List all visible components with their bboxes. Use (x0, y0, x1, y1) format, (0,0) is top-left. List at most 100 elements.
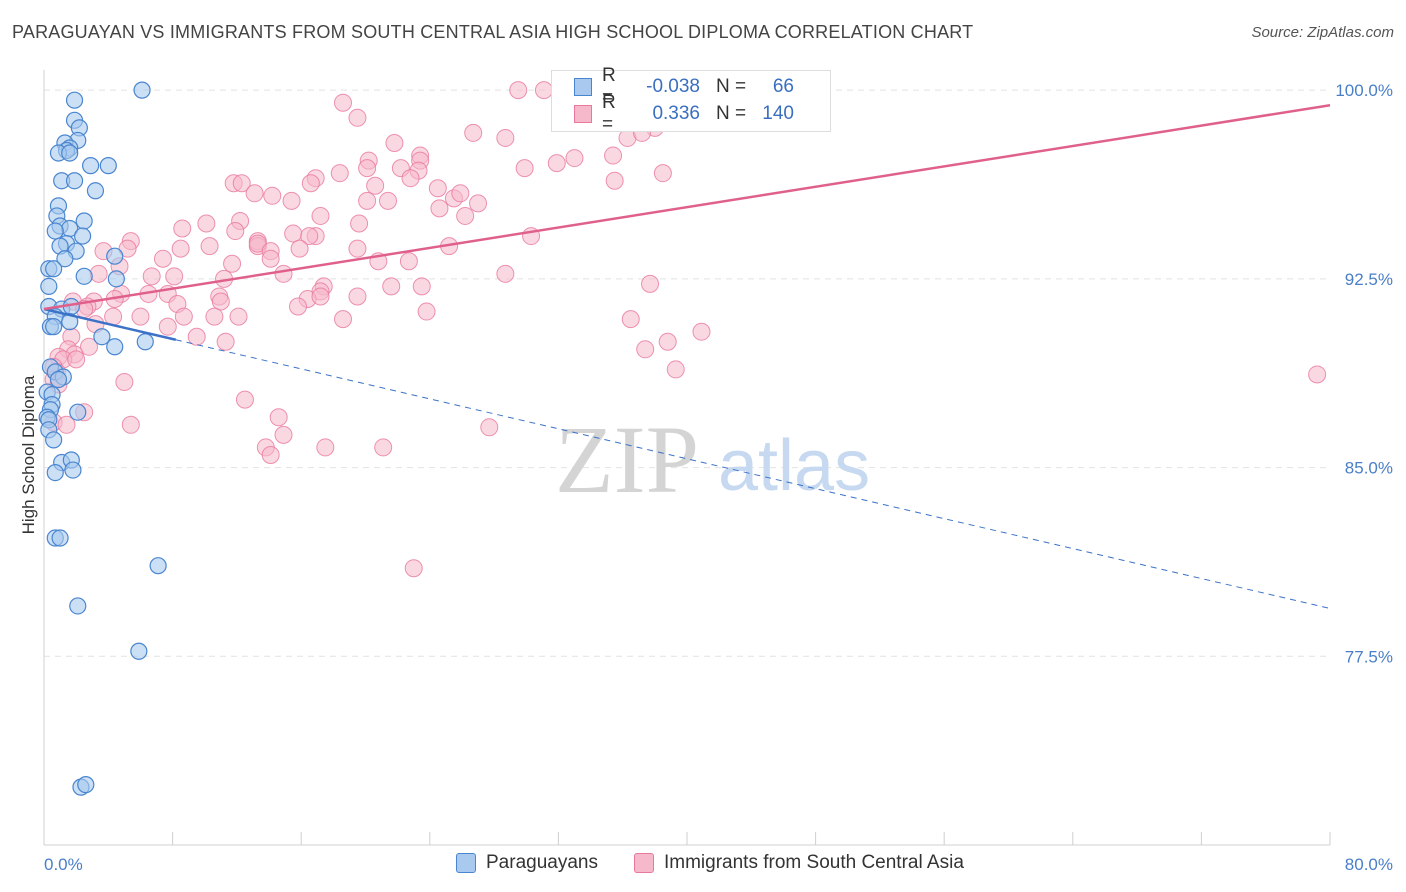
legend-item-paraguayans[interactable]: Paraguayans (456, 852, 598, 874)
data-point-immigrants (316, 438, 335, 457)
data-point-immigrants (692, 322, 711, 341)
data-point-paraguayans (82, 157, 100, 175)
legend-swatch-pink (634, 853, 654, 873)
data-point-immigrants (641, 274, 660, 293)
legend-row-immigrants: R = 0.336 N = 140 (574, 92, 794, 135)
data-point-immigrants (205, 307, 224, 326)
data-point-paraguayans (51, 529, 69, 547)
data-point-immigrants (456, 206, 475, 225)
data-point-paraguayans (49, 370, 68, 389)
y-tick-label: 92.5% (1345, 270, 1393, 289)
data-point-immigrants (509, 81, 528, 100)
series-legend: Paraguayans Immigrants from South Centra… (0, 852, 1406, 878)
data-point-immigrants (174, 307, 193, 326)
data-point-immigrants (80, 337, 99, 356)
data-point-immigrants (131, 307, 150, 326)
data-point-immigrants (412, 277, 431, 296)
data-point-immigrants (153, 249, 172, 268)
watermark-zip: ZIP (555, 406, 699, 513)
data-point-immigrants (605, 171, 624, 190)
data-point-immigrants (211, 292, 230, 311)
data-point-immigrants (118, 239, 137, 258)
data-point-immigrants (430, 199, 449, 218)
data-point-immigrants (290, 239, 309, 258)
data-point-immigrants (158, 317, 177, 336)
data-point-immigrants (187, 327, 206, 346)
data-point-immigrants (269, 408, 288, 427)
legend-swatch-pink (574, 105, 592, 123)
data-point-immigrants (200, 237, 219, 256)
legend-label-immigrants: Immigrants from South Central Asia (664, 852, 964, 873)
data-point-paraguayans (86, 182, 105, 200)
data-point-immigrants (288, 297, 307, 316)
legend-row-paraguayans: R = -0.038 N = 66 (574, 65, 794, 108)
data-point-immigrants (348, 239, 367, 258)
data-point-immigrants (547, 154, 566, 173)
data-point-immigrants (451, 184, 470, 203)
data-point-immigrants (469, 194, 488, 213)
data-point-paraguayans (46, 222, 64, 240)
data-point-paraguayans (61, 144, 79, 162)
trend-line-paraguayans-dashed (175, 339, 1331, 609)
data-point-immigrants (464, 123, 483, 142)
data-point-immigrants (534, 81, 553, 100)
data-point-immigrants (565, 149, 584, 168)
data-point-immigrants (401, 169, 420, 188)
data-point-immigrants (115, 373, 134, 392)
series-immigrants-points (44, 81, 1327, 578)
data-point-immigrants (480, 418, 499, 437)
legend-swatch-blue (456, 853, 476, 873)
data-point-paraguayans (46, 463, 64, 482)
legend-item-immigrants[interactable]: Immigrants from South Central Asia (634, 852, 964, 874)
data-point-paraguayans (61, 313, 79, 331)
data-point-immigrants (428, 179, 447, 198)
data-point-immigrants (216, 332, 235, 351)
data-point-immigrants (282, 191, 301, 210)
data-point-immigrants (358, 191, 377, 210)
data-point-immigrants (496, 264, 515, 283)
data-point-immigrants (348, 108, 367, 127)
legend-r-label: R = (602, 65, 616, 108)
y-tick-label: 85.0% (1345, 459, 1393, 478)
data-point-immigrants (284, 224, 303, 243)
data-point-immigrants (232, 174, 251, 193)
data-point-immigrants (245, 184, 264, 203)
data-point-immigrants (300, 227, 319, 246)
data-point-paraguayans (93, 328, 111, 346)
data-point-immigrants (382, 277, 401, 296)
data-point-immigrants (658, 332, 677, 351)
legend-r-label: R = (602, 92, 616, 135)
legend-r-value: -0.038 (646, 76, 700, 97)
legend-label-paraguayans: Paraguayans (486, 852, 598, 873)
data-point-immigrants (261, 445, 280, 464)
data-point-paraguayans (136, 333, 154, 351)
data-point-immigrants (515, 159, 534, 178)
data-point-immigrants (385, 133, 404, 152)
data-point-immigrants (165, 267, 184, 286)
data-point-immigrants (311, 206, 330, 225)
data-point-immigrants (379, 191, 398, 210)
data-point-immigrants (171, 239, 190, 258)
trend-lines (43, 103, 1331, 609)
data-point-immigrants (89, 264, 108, 283)
data-point-immigrants (274, 425, 293, 444)
grid-lines (44, 89, 1330, 657)
data-point-immigrants (261, 249, 280, 268)
legend-swatch-blue (574, 78, 592, 96)
data-point-immigrants (366, 176, 385, 195)
data-point-paraguayans (106, 338, 124, 356)
data-point-immigrants (121, 415, 140, 434)
legend-n-label: N = (716, 76, 747, 97)
series-paraguayans-points (38, 81, 167, 796)
data-point-paraguayans (149, 557, 167, 575)
data-point-paraguayans (73, 227, 92, 245)
data-point-immigrants (301, 174, 320, 193)
data-point-paraguayans (133, 81, 151, 99)
x-tick-label-min: 0.0% (44, 855, 83, 874)
chart-title: PARAGUAYAN VS IMMIGRANTS FROM SOUTH CENT… (12, 22, 974, 42)
data-point-immigrants (496, 128, 515, 147)
data-point-immigrants (417, 302, 436, 321)
trend-line-paraguayans (43, 307, 177, 341)
legend-n-label: N = (716, 103, 747, 124)
data-point-paraguayans (40, 277, 58, 295)
